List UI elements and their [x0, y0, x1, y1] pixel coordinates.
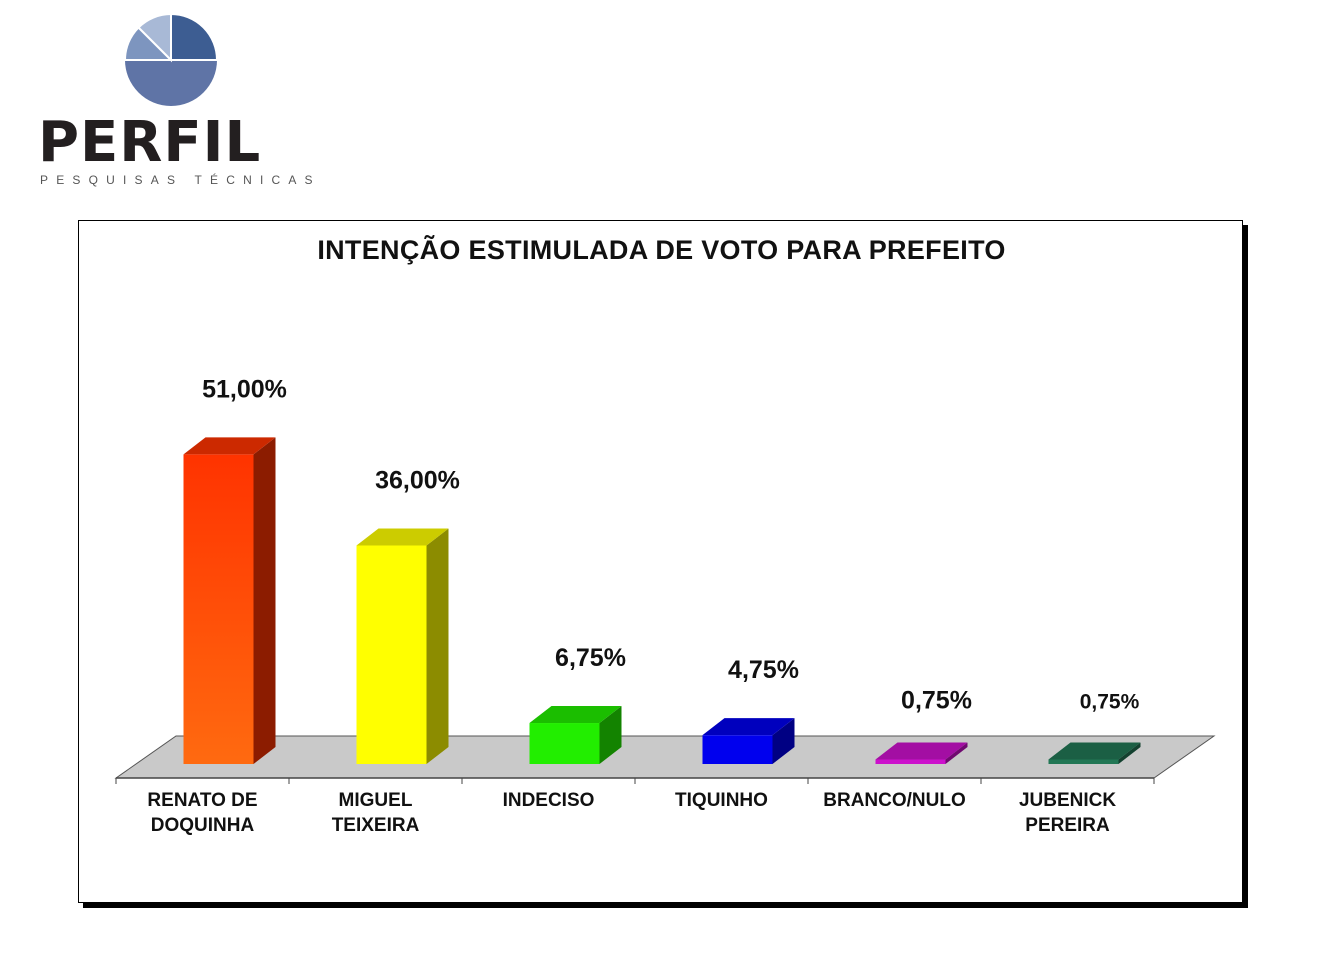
- bar-side: [426, 528, 449, 764]
- x-tick-label: MIGUEL: [339, 790, 413, 811]
- bar-side: [599, 706, 622, 764]
- bar-side: [772, 718, 795, 764]
- x-tick-label: PEREIRA: [1025, 815, 1110, 836]
- bar-side: [945, 742, 968, 764]
- data-label: 51,00%: [202, 375, 287, 403]
- data-label: 0,75%: [901, 686, 972, 714]
- x-tick-label: BRANCO/NULO: [823, 790, 966, 811]
- bar-top: [875, 742, 968, 760]
- perfil-logo: PERFIL PESQUISAS TÉCNICAS: [38, 10, 321, 187]
- x-tick-label: TEIXEIRA: [332, 815, 420, 836]
- bar-top: [183, 437, 276, 455]
- logo-wordmark: PERFIL: [38, 110, 262, 175]
- bar-front: [1048, 759, 1119, 764]
- x-tick-label: RENATO DE: [147, 790, 257, 811]
- bar-top: [702, 718, 795, 736]
- logo-tagline: PESQUISAS TÉCNICAS: [40, 173, 321, 187]
- x-tick-label: JUBENICK: [1019, 790, 1116, 811]
- chart-panel: INTENÇÃO ESTIMULADA DE VOTO PARA PREFEIT…: [78, 220, 1243, 903]
- bar-side: [253, 437, 276, 764]
- bar-top: [356, 528, 449, 546]
- x-tick-label: DOQUINHA: [151, 815, 255, 836]
- data-label: 36,00%: [375, 466, 460, 494]
- chart-floor: [114, 735, 1216, 779]
- bar-front: [356, 545, 427, 764]
- bar-front: [529, 723, 600, 764]
- pie-logo-icon: [123, 12, 219, 106]
- data-label: 6,75%: [555, 644, 626, 672]
- data-label: 4,75%: [728, 656, 799, 684]
- bar-side: [1118, 742, 1141, 764]
- bar-top: [529, 706, 622, 724]
- bar-front: [183, 454, 254, 764]
- bar-chart: 51,00% RENATO DE DOQUINHA 36,00% MIGUEL TEIXE…: [114, 375, 1216, 836]
- x-tick-label: INDECISO: [503, 790, 595, 811]
- bar-front: [702, 735, 773, 764]
- bar-front: [875, 759, 946, 764]
- data-label: 0,75%: [1080, 690, 1140, 713]
- chart-title: INTENÇÃO ESTIMULADA DE VOTO PARA PREFEIT…: [317, 235, 1006, 265]
- bar-top: [1048, 742, 1141, 760]
- x-tick-label: TIQUINHO: [675, 790, 768, 811]
